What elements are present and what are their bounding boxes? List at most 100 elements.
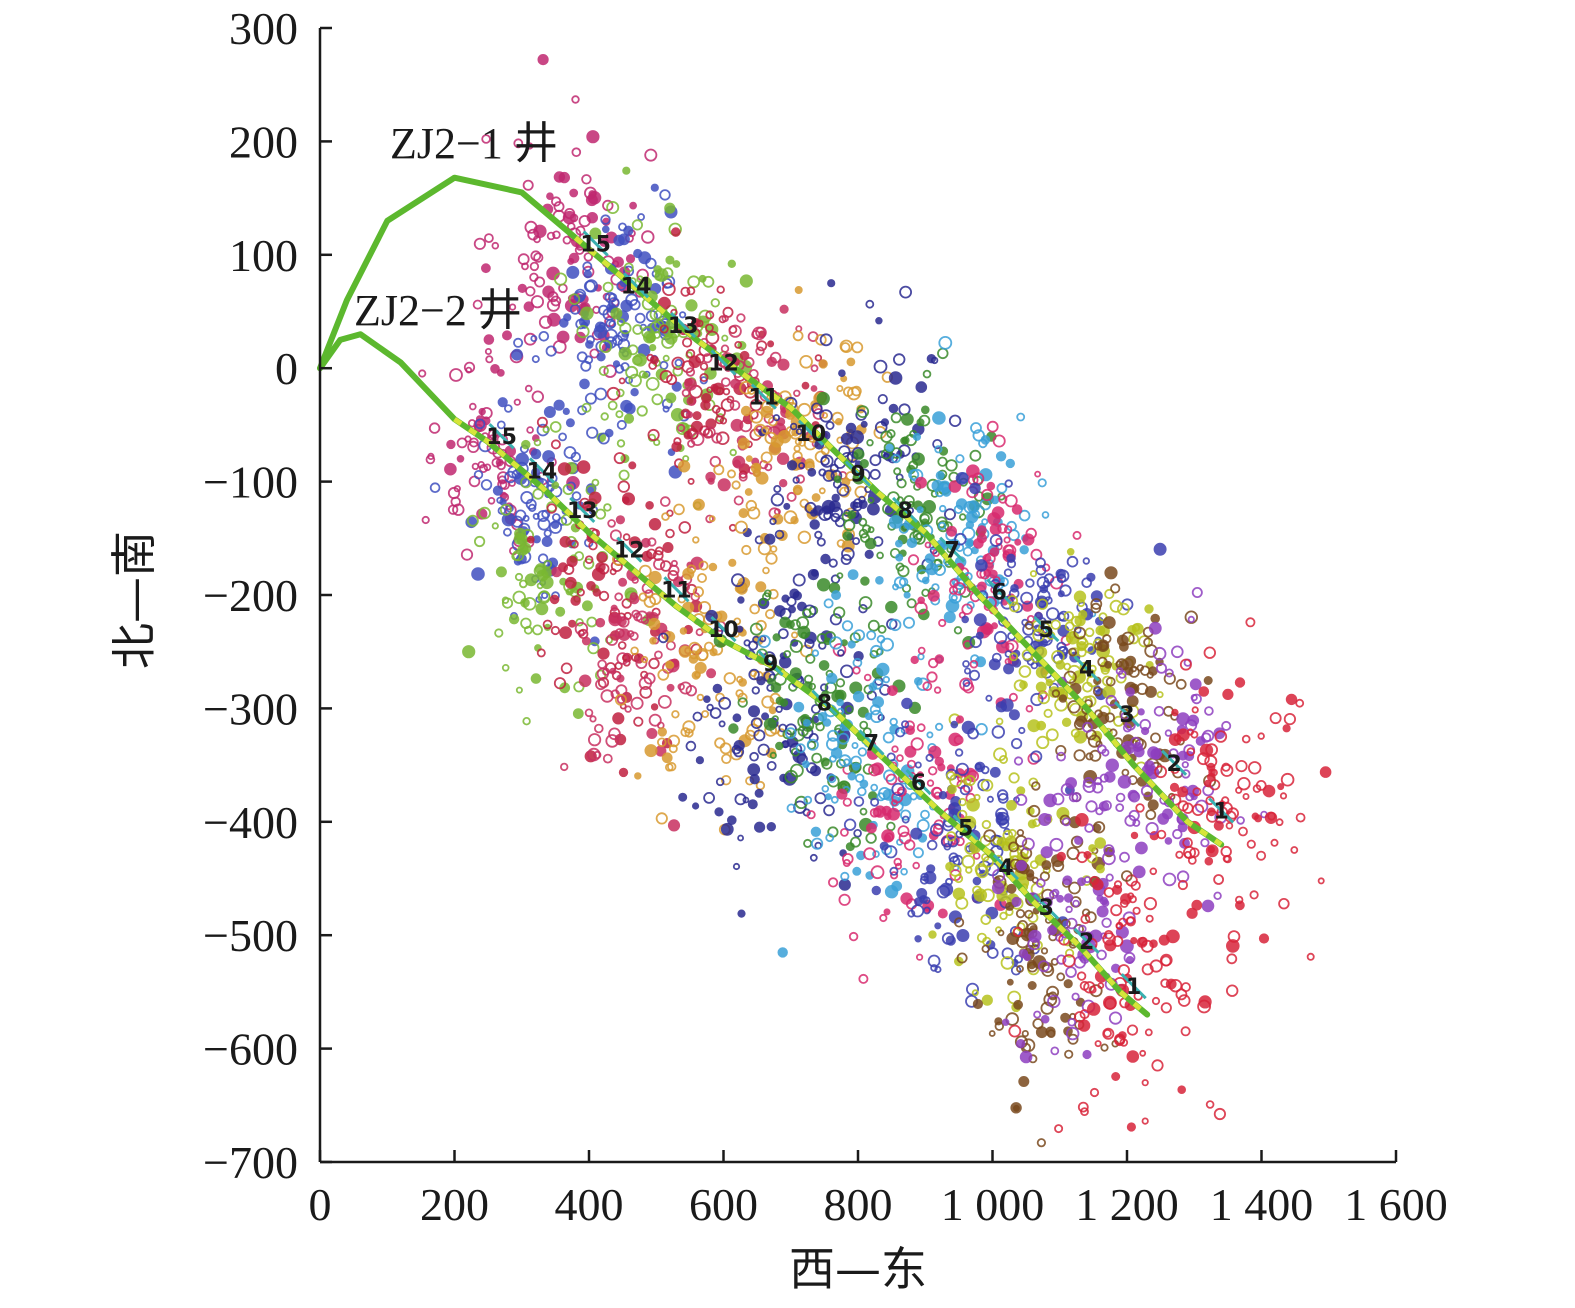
stage-marker	[616, 536, 643, 563]
event-point-stage-3	[1130, 665, 1138, 673]
event-point-stage-8	[791, 728, 805, 742]
event-point-stage-6	[838, 893, 851, 906]
event-point-stage-4	[1009, 652, 1019, 662]
event-point-stage-7	[855, 773, 865, 783]
event-point-stage-10	[797, 530, 812, 545]
event-point-stage-1	[1220, 845, 1232, 858]
stage-marker	[710, 349, 737, 376]
event-point-stage-15	[571, 147, 582, 158]
x-tick-label: 0	[309, 1179, 332, 1230]
event-point-stage-6	[1011, 504, 1023, 515]
event-point-stage-9	[753, 821, 766, 833]
event-point-stage-5	[1035, 564, 1047, 576]
event-point-stage-13	[524, 573, 538, 587]
event-point-stage-7	[885, 443, 894, 452]
event-point-stage-13	[606, 200, 620, 214]
event-point-stage-15	[456, 454, 465, 463]
y-tick-label: −100	[203, 457, 298, 508]
event-point-stage-2	[1074, 836, 1083, 845]
event-point-stage-11	[602, 753, 613, 764]
event-point-stage-3	[1063, 979, 1073, 989]
event-point-stage-6	[961, 603, 973, 615]
event-point-stage-12	[659, 369, 673, 384]
event-point-stage-12	[550, 439, 561, 450]
event-point-stage-3	[1104, 566, 1118, 580]
event-point-stage-1	[1054, 1124, 1064, 1134]
stage-marker	[528, 457, 555, 484]
event-point-stage-1	[1086, 1002, 1101, 1016]
event-point-stage-5	[991, 725, 1006, 739]
event-point-stage-8	[845, 842, 855, 852]
event-point-stage-4	[1018, 665, 1032, 678]
event-point-stage-15	[553, 171, 566, 183]
event-point-stage-12	[692, 411, 702, 421]
event-point-stage-12	[705, 330, 720, 345]
event-point-stage-14	[528, 503, 537, 512]
event-point-stage-1	[1083, 851, 1092, 860]
event-point-stage-12	[617, 480, 631, 493]
event-point-stage-5	[889, 866, 899, 876]
event-point-stage-14	[678, 311, 687, 319]
event-point-stage-8	[885, 600, 898, 614]
event-point-stage-5	[1003, 663, 1015, 675]
event-point-stage-8	[886, 821, 896, 832]
event-point-stage-2	[1105, 873, 1114, 882]
event-point-stage-3	[1041, 860, 1052, 871]
x-tick-label: 400	[555, 1179, 624, 1230]
event-point-stage-8	[816, 391, 830, 406]
event-point-stage-10	[649, 636, 657, 645]
event-point-stage-3	[1136, 682, 1149, 696]
tick-marks-and-labels: 0 200 400 600 800 1 000 1 200 1 400 1 6003002001…	[203, 3, 1448, 1230]
event-point-stage-13	[538, 590, 551, 603]
event-point-stage-10	[741, 544, 752, 556]
event-point-stage-10	[753, 463, 762, 471]
event-point-stage-2	[1068, 792, 1079, 803]
event-point-stage-7	[967, 500, 980, 514]
event-point-stage-4	[1102, 675, 1113, 687]
stage-marker	[1161, 749, 1188, 776]
event-point-stage-3	[1027, 981, 1037, 991]
event-point-stage-7	[857, 747, 868, 757]
event-point-stage-12	[621, 598, 632, 609]
event-point-stage-15	[533, 252, 544, 263]
event-point-stage-5	[945, 877, 953, 886]
event-point-stage-12	[570, 595, 581, 606]
event-point-stage-7	[961, 526, 976, 541]
stage-label: 10	[708, 618, 739, 643]
event-point-stage-12	[628, 536, 641, 549]
event-point-stage-7	[917, 653, 925, 661]
event-point-stage-8	[922, 369, 932, 379]
event-point-stage-4	[1045, 728, 1059, 742]
event-point-stage-5	[988, 658, 1001, 671]
event-point-stage-11	[764, 463, 773, 472]
event-point-stage-13	[555, 606, 566, 617]
event-point-stage-8	[808, 682, 816, 691]
event-point-stage-14	[638, 251, 652, 265]
event-point-stage-9	[773, 484, 782, 493]
event-point-stage-11	[704, 426, 716, 439]
event-point-stage-15	[446, 439, 456, 450]
event-point-stage-5	[967, 727, 979, 740]
event-point-stage-8	[859, 458, 869, 469]
event-point-stage-15	[428, 422, 441, 434]
event-point-stage-8	[890, 447, 903, 459]
event-point-stage-3	[1055, 744, 1067, 757]
event-point-stage-10	[846, 357, 856, 367]
event-point-stage-1	[1249, 890, 1259, 900]
event-point-stage-1	[1079, 1009, 1090, 1020]
event-point-stage-14	[598, 304, 609, 316]
event-point-stage-13	[643, 330, 656, 344]
event-point-stage-2	[1043, 793, 1057, 808]
event-point-stage-15	[625, 254, 636, 264]
event-point-stage-12	[622, 492, 636, 506]
event-point-stage-2	[1117, 774, 1132, 789]
event-point-stage-12	[617, 641, 627, 650]
event-point-stage-11	[684, 377, 697, 391]
event-point-stage-14	[593, 324, 608, 339]
event-point-stage-13	[508, 614, 520, 625]
event-point-stage-5	[938, 791, 948, 800]
event-point-stage-14	[563, 446, 577, 459]
event-point-stage-1	[1136, 937, 1148, 948]
event-point-stage-9	[792, 476, 800, 484]
event-point-stage-2	[1115, 803, 1125, 812]
